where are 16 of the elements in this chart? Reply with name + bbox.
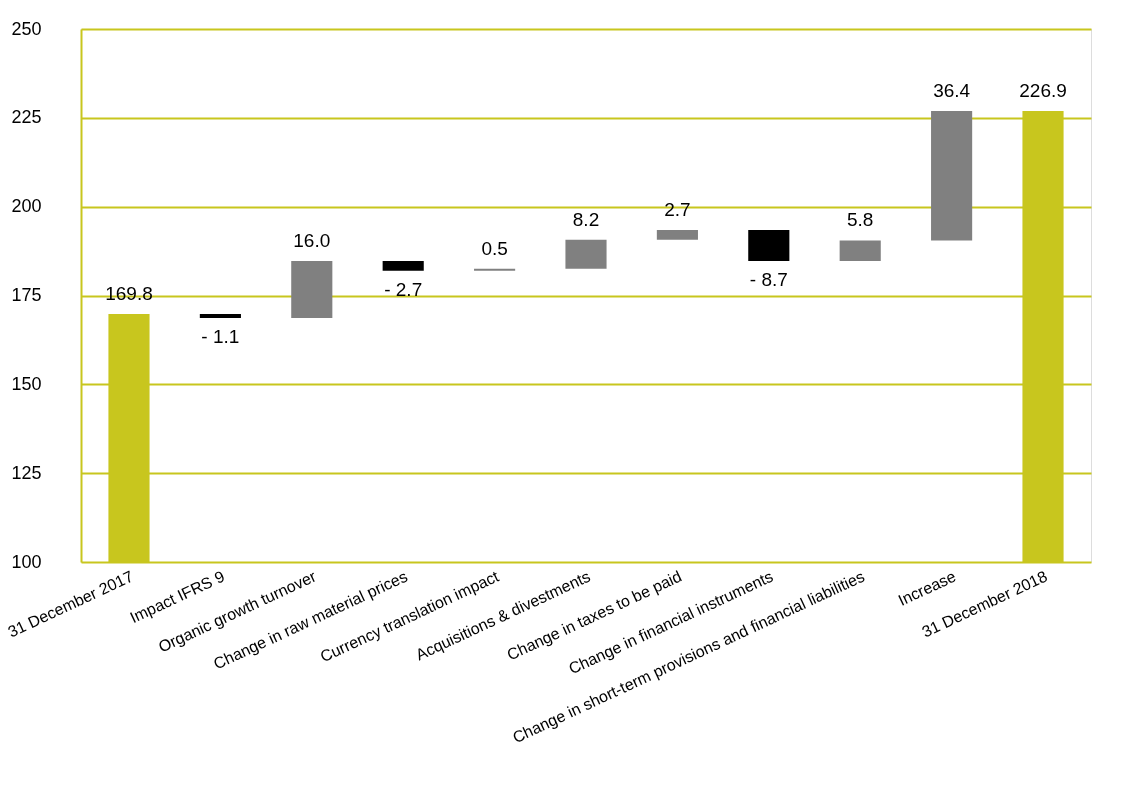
data-label: 5.8: [847, 209, 874, 231]
data-label: 226.9: [1019, 80, 1067, 102]
y-tick-label: 100: [11, 551, 42, 572]
y-tick-label: 200: [11, 196, 42, 217]
data-label: - 1.1: [201, 325, 240, 347]
data-label: 0.5: [481, 237, 508, 259]
data-label: 8.2: [572, 208, 600, 230]
data-label: 36.4: [933, 80, 971, 102]
y-tick-label: 250: [11, 18, 42, 39]
data-label: - 8.7: [749, 269, 788, 291]
data-label: - 2.7: [384, 278, 423, 300]
data-label: 16.0: [293, 230, 331, 252]
y-tick-label: 150: [11, 373, 42, 394]
y-tick-label: 175: [11, 285, 42, 305]
y-tick-label: 125: [11, 462, 42, 483]
y-tick-label: 225: [11, 107, 42, 128]
